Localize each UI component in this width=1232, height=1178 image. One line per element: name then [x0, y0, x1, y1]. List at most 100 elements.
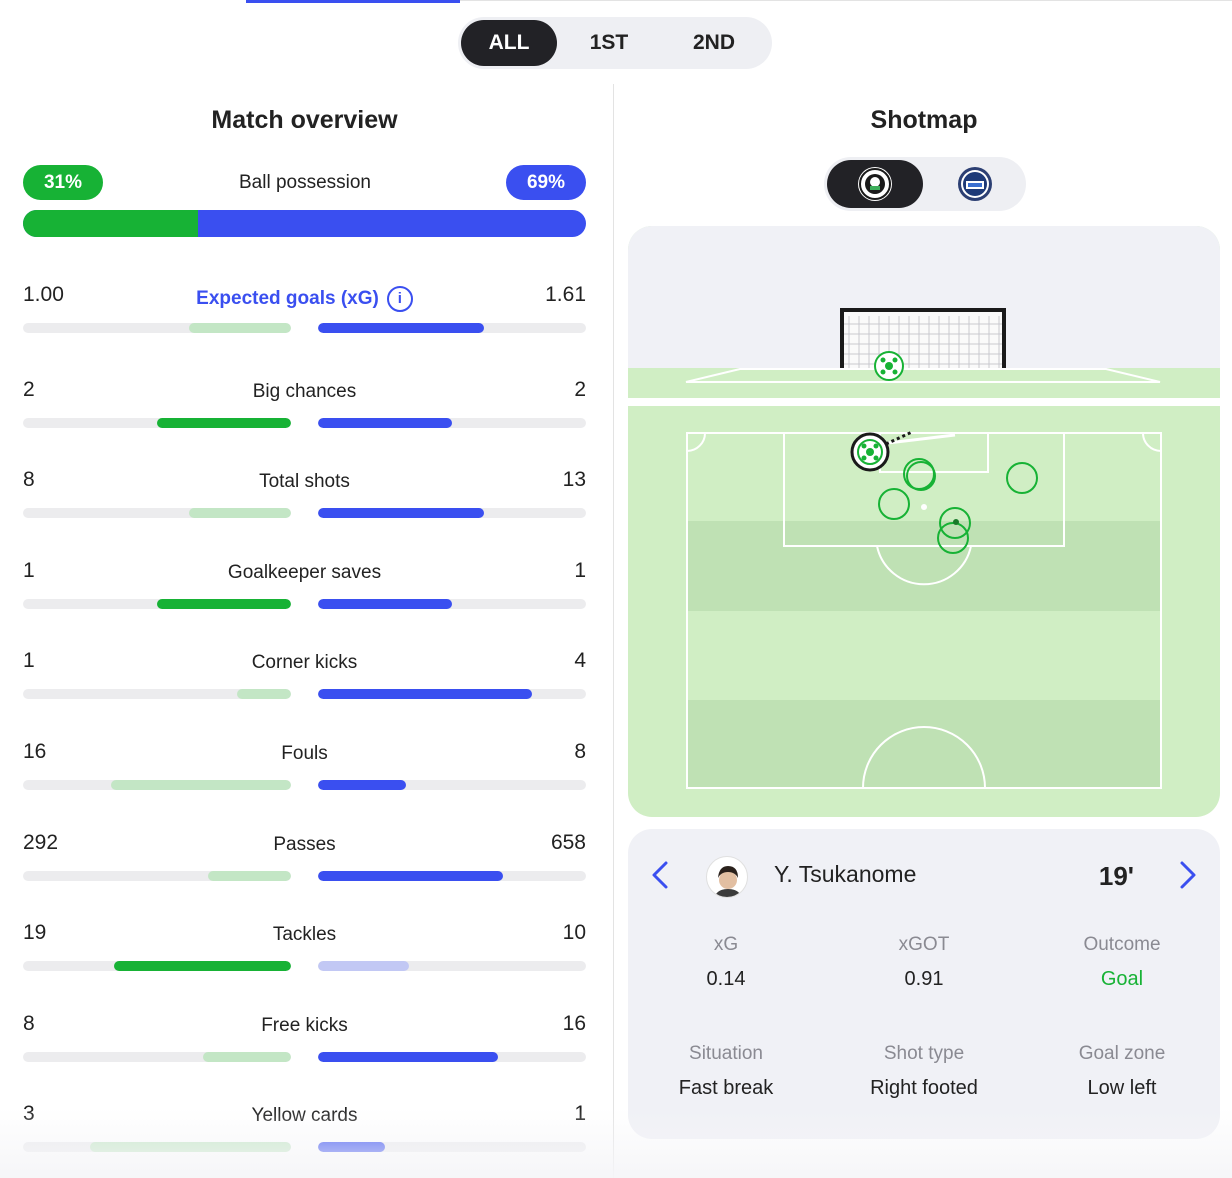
goal-ball-icon: [874, 351, 904, 381]
away-stat-fill: [318, 780, 407, 790]
away-stat-value: 2: [574, 378, 586, 401]
home-stat-track: [23, 508, 291, 518]
home-stat-fill: [111, 780, 291, 790]
detail-value: Low left: [1087, 1077, 1157, 1099]
home-stat-track: [23, 418, 291, 428]
pitch-stripe: [687, 700, 1161, 788]
info-icon[interactable]: i: [386, 286, 413, 312]
home-possession-fill: [23, 210, 198, 237]
next-shot-arrow-icon[interactable]: [1172, 857, 1202, 893]
home-stat-value: 1.00: [23, 283, 64, 306]
shot-details-card: Y. Tsukanome 19' xG 0.14 xGOT 0.91 Outco…: [628, 829, 1220, 1139]
home-stat-fill: [189, 323, 291, 333]
home-stat-fill: [157, 599, 291, 609]
player-avatar: [706, 856, 748, 898]
home-stat-track: [23, 871, 291, 881]
stat-name: Goalkeeper saves: [143, 562, 466, 584]
away-stat-track: [318, 871, 586, 881]
away-stat-track: [318, 961, 586, 971]
player-name: Y. Tsukanome: [774, 861, 917, 887]
shot-trajectory-dashed: [885, 430, 913, 446]
shot-marker[interactable]: [903, 458, 935, 490]
stat-row: 1 Corner kicks 4: [23, 649, 586, 719]
pitch-separator: [628, 398, 1220, 406]
goal-area-perspective: [685, 368, 1161, 383]
away-team-tab[interactable]: [927, 160, 1023, 208]
selected-shot-ball-icon[interactable]: [850, 432, 890, 472]
stat-row: 1.00 Expected goals (xG) i 1.61: [23, 283, 586, 353]
away-stat-value: 16: [562, 1012, 586, 1035]
stat-name-text: Tackles: [272, 924, 337, 945]
home-stat-value: 19: [23, 921, 47, 944]
detail-label: xG: [713, 934, 739, 955]
away-stat-fill: [318, 323, 485, 333]
column-divider: [613, 84, 614, 1178]
shot-markers: [878, 458, 1038, 554]
away-stat-fill: [318, 599, 452, 609]
away-stat-value: 10: [562, 921, 586, 944]
away-stat-track: [318, 418, 586, 428]
home-stat-value: 8: [23, 1012, 35, 1035]
away-stat-fill: [318, 508, 485, 518]
tab-all[interactable]: ALL: [461, 20, 557, 66]
detail-value: 0.14: [706, 968, 746, 990]
detail-label: xGOT: [898, 934, 950, 955]
detail-label: Goal zone: [1078, 1043, 1166, 1064]
team-switcher: [824, 157, 1026, 211]
shot-marker[interactable]: [939, 507, 971, 539]
overview-title: Match overview: [211, 106, 398, 134]
penalty-spot: [921, 504, 927, 510]
stat-name-text[interactable]: Expected goals (xG): [196, 288, 379, 310]
stat-row: 3 Yellow cards 1: [23, 1102, 586, 1172]
stat-name-text: Passes: [273, 834, 336, 855]
shot-marker[interactable]: [906, 461, 936, 491]
detail-label: Situation: [689, 1043, 763, 1064]
stat-row: 8 Free kicks 16: [23, 1012, 586, 1082]
stat-name: Yellow cards: [143, 1105, 466, 1127]
stat-name-text: Big chances: [252, 381, 357, 402]
away-stat-value: 1: [574, 559, 586, 582]
away-stat-fill: [318, 689, 533, 699]
shotmap-title: Shotmap: [870, 106, 978, 134]
previous-shot-arrow-icon[interactable]: [646, 857, 676, 893]
detail-label: Shot type: [883, 1043, 965, 1064]
home-stat-track: [23, 689, 291, 699]
away-stat-fill: [318, 418, 452, 428]
goal-zone-detail: Goal zone Low left: [1024, 1043, 1220, 1100]
pitch-svg: [628, 226, 1220, 789]
stat-name-text: Total shots: [259, 471, 350, 492]
stat-name[interactable]: Expected goals (xG) i: [143, 286, 466, 312]
shot-marker[interactable]: [937, 522, 969, 554]
situation-detail: Situation Fast break: [628, 1043, 824, 1100]
shot-marker[interactable]: [1006, 462, 1038, 494]
away-stat-fill: [318, 1142, 385, 1152]
xg-detail: xG 0.14: [628, 934, 824, 991]
away-stat-track: [318, 508, 586, 518]
shotmap-pitch: [628, 226, 1220, 817]
away-stat-fill: [318, 1052, 498, 1062]
away-stat-track: [318, 1142, 586, 1152]
stat-name-text: Fouls: [281, 743, 328, 764]
home-stat-fill: [189, 508, 291, 518]
stat-row: 292 Passes 658: [23, 831, 586, 901]
home-team-tab[interactable]: [827, 160, 923, 208]
detail-label: Outcome: [1083, 934, 1161, 955]
tab-first-half[interactable]: 1ST: [589, 31, 629, 54]
home-stat-value: 292: [23, 831, 59, 854]
period-switcher: ALL 1ST 2ND: [458, 17, 772, 69]
away-stat-track: [318, 1052, 586, 1062]
away-stat-value: 13: [562, 468, 586, 491]
away-stat-value: 658: [550, 831, 586, 854]
away-stat-value: 8: [574, 740, 586, 763]
detail-value: Fast break: [678, 1077, 774, 1099]
away-possession-badge: 69%: [506, 165, 586, 200]
possession-label: Ball possession: [238, 172, 372, 193]
top-divider: [460, 0, 1232, 1]
shot-marker[interactable]: [878, 488, 910, 520]
tab-second-half[interactable]: 2ND: [692, 31, 735, 54]
home-stat-track: [23, 323, 291, 333]
home-stat-value: 16: [23, 740, 47, 763]
stat-name-text: Corner kicks: [251, 652, 358, 673]
stat-name: Total shots: [143, 471, 466, 493]
away-stat-value: 1: [574, 1102, 586, 1125]
